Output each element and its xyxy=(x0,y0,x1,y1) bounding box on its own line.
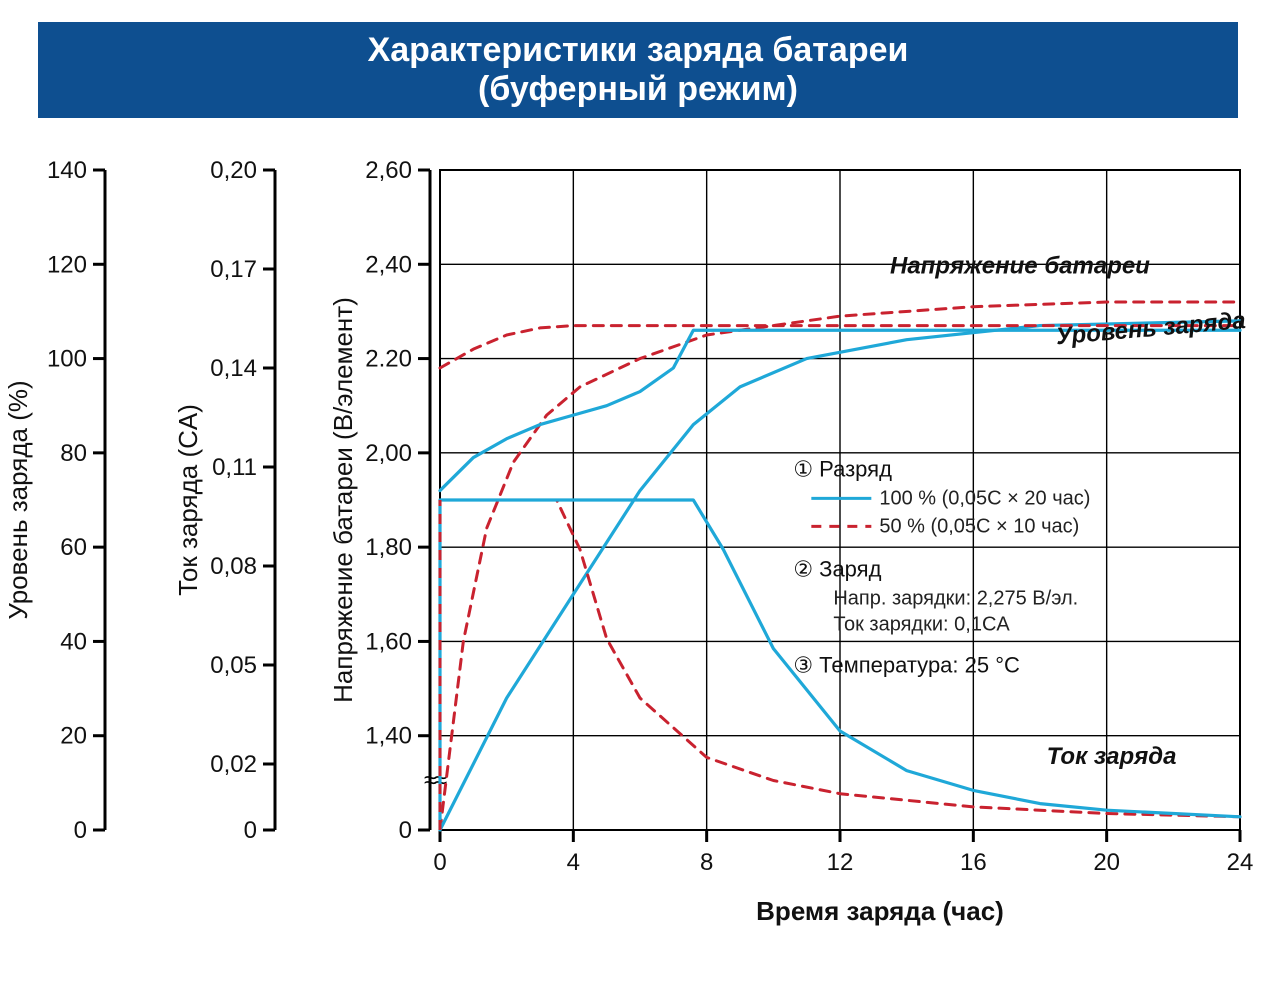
chart-svg: 020406080100120140Уровень заряда (%)00,0… xyxy=(0,0,1274,1000)
x-tick-label: 16 xyxy=(960,849,987,876)
axis-tick-label: 2.20 xyxy=(365,346,412,373)
legend-text: ① Разряд xyxy=(793,456,892,481)
legend-text: Ток зарядки: 0,1CA xyxy=(833,613,1010,635)
axis-tick-label: 1,60 xyxy=(365,628,412,655)
axis-tick-label: 0,02 xyxy=(210,751,257,778)
axis-tick-label: 2,60 xyxy=(365,157,412,184)
axis-tick-label: 0,11 xyxy=(212,454,257,481)
x-tick-label: 0 xyxy=(433,849,446,876)
axis-tick-label: 0,14 xyxy=(210,355,257,382)
axis-tick-label: 20 xyxy=(60,723,87,750)
legend-text: Напр. зарядки: 2,275 В/эл. xyxy=(833,587,1078,609)
axis-tick-label: 0 xyxy=(74,817,87,844)
x-tick-label: 4 xyxy=(567,849,580,876)
x-axis-title: Время заряда (час) xyxy=(756,896,1004,926)
axis-tick-label: 2,40 xyxy=(365,251,412,278)
axis-tick-label: 0 xyxy=(399,817,412,844)
axis-title: Уровень заряда (%) xyxy=(3,380,33,619)
x-tick-label: 12 xyxy=(827,849,854,876)
legend-text: 100 % (0,05С × 20 час) xyxy=(879,487,1090,509)
annotation-voltage: Напряжение батареи xyxy=(890,253,1150,280)
axis-tick-label: 40 xyxy=(60,628,87,655)
legend-text: 50 % (0,05С × 10 час) xyxy=(879,515,1079,537)
x-tick-label: 20 xyxy=(1093,849,1120,876)
axis-tick-label: 120 xyxy=(47,251,87,278)
axis-tick-label: 0,05 xyxy=(210,652,257,679)
annotation-level: Уровень заряда xyxy=(1055,307,1247,350)
axis-title: Ток заряда (CA) xyxy=(173,404,203,596)
x-tick-label: 24 xyxy=(1227,849,1254,876)
legend-text: ② Заряд xyxy=(793,556,881,581)
axis-tick-label: 0,08 xyxy=(210,553,257,580)
x-tick-label: 8 xyxy=(700,849,713,876)
legend-text: ③ Температура: 25 °С xyxy=(793,652,1020,677)
annotation-current: Ток заряда xyxy=(1047,743,1177,770)
axis-tick-label: 1,40 xyxy=(365,723,412,750)
axis-title: Напряжение батареи (В/элемент) xyxy=(328,297,358,703)
axis-tick-label: 0 xyxy=(244,817,257,844)
axis-tick-label: 2,00 xyxy=(365,440,412,467)
axis-tick-label: 0,17 xyxy=(210,256,257,283)
axis-tick-label: 80 xyxy=(60,440,87,467)
axis-tick-label: 140 xyxy=(47,157,87,184)
axis-tick-label: 60 xyxy=(60,534,87,561)
axis-tick-label: 1,80 xyxy=(365,534,412,561)
axis-tick-label: 0,20 xyxy=(210,157,257,184)
axis-tick-label: 100 xyxy=(47,346,87,373)
